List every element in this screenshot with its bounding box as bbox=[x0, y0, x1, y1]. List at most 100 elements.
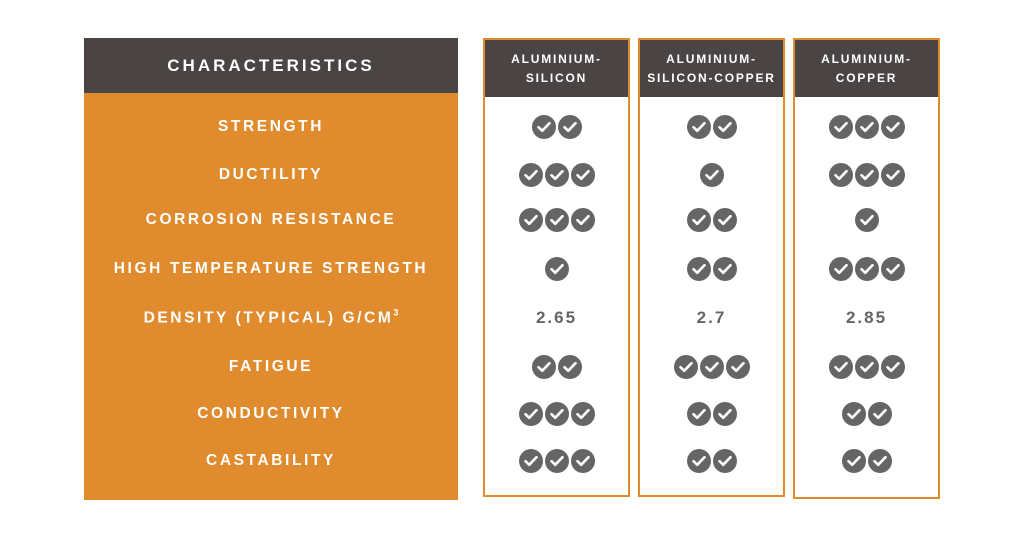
alloy-column: ALUMINIUM- SILICON-COPPER 2.7 bbox=[638, 38, 785, 497]
check-circle-icon bbox=[544, 257, 569, 281]
alloy-column: ALUMINIUM- SILICON 2.65 bbox=[483, 38, 630, 497]
characteristic-text: DUCTILITY bbox=[218, 166, 324, 183]
check-circle-icon bbox=[854, 208, 879, 232]
rating-cell bbox=[795, 160, 938, 190]
check-rating bbox=[518, 208, 595, 232]
check-rating bbox=[531, 355, 582, 379]
rating-cell bbox=[640, 399, 783, 429]
rating-cell bbox=[485, 399, 628, 429]
rating-cell bbox=[640, 254, 783, 284]
characteristic-text: CORROSION RESISTANCE bbox=[145, 211, 397, 228]
characteristics-header: CHARACTERISTICS bbox=[84, 38, 458, 93]
rating-cell bbox=[640, 112, 783, 142]
characteristics-panel: CHARACTERISTICS STRENGTH DUCTILITY CORROSI… bbox=[84, 38, 458, 500]
rating-cell bbox=[485, 205, 628, 235]
characteristic-label: DENSITY (TYPICAL) G/CM3 bbox=[84, 307, 458, 327]
check-circle-icon bbox=[828, 355, 853, 379]
check-circle-icon bbox=[854, 257, 879, 281]
characteristic-label: CONDUCTIVITY bbox=[84, 405, 458, 423]
rating-cell: 2.7 bbox=[640, 303, 783, 333]
check-circle-icon bbox=[854, 115, 879, 139]
check-circle-icon bbox=[880, 115, 905, 139]
characteristic-text: CASTABILITY bbox=[206, 452, 336, 469]
check-rating bbox=[828, 355, 905, 379]
characteristic-label: HIGH TEMPERATURE STRENGTH bbox=[84, 260, 458, 278]
check-rating bbox=[518, 449, 595, 473]
check-circle-icon bbox=[712, 115, 737, 139]
alloy-name-line: ALUMINIUM- bbox=[821, 51, 912, 66]
density-value: 2.85 bbox=[845, 308, 888, 327]
rating-cell bbox=[485, 352, 628, 382]
alloy-name-line: SILICON bbox=[525, 70, 588, 85]
check-rating bbox=[686, 115, 737, 139]
rating-cell bbox=[795, 205, 938, 235]
alloy-name-line: ALUMINIUM- bbox=[666, 51, 757, 66]
characteristic-label: DUCTILITY bbox=[84, 166, 458, 184]
characteristic-label: STRENGTH bbox=[84, 118, 458, 136]
rating-cell bbox=[795, 399, 938, 429]
check-circle-icon bbox=[712, 208, 737, 232]
check-circle-icon bbox=[531, 355, 556, 379]
alloy-column: ALUMINIUM- COPPER 2.85 bbox=[793, 38, 940, 499]
rating-cell bbox=[795, 446, 938, 476]
check-circle-icon bbox=[518, 449, 543, 473]
check-circle-icon bbox=[518, 163, 543, 187]
check-circle-icon bbox=[570, 208, 595, 232]
characteristic-text: DENSITY (TYPICAL) G/CM bbox=[143, 309, 394, 327]
alloy-header: ALUMINIUM- SILICON bbox=[485, 40, 628, 97]
check-circle-icon bbox=[686, 115, 711, 139]
check-circle-icon bbox=[557, 355, 582, 379]
check-circle-icon bbox=[828, 163, 853, 187]
check-circle-icon bbox=[828, 257, 853, 281]
alloy-name-line: SILICON-COPPER bbox=[647, 70, 776, 85]
characteristic-text: STRENGTH bbox=[217, 118, 325, 135]
check-rating bbox=[686, 402, 737, 426]
check-circle-icon bbox=[841, 449, 866, 473]
check-circle-icon bbox=[712, 449, 737, 473]
check-rating bbox=[841, 402, 892, 426]
check-circle-icon bbox=[880, 257, 905, 281]
check-circle-icon bbox=[570, 449, 595, 473]
check-circle-icon bbox=[686, 402, 711, 426]
alloy-header: ALUMINIUM- COPPER bbox=[795, 40, 938, 97]
check-circle-icon bbox=[544, 163, 569, 187]
check-rating bbox=[686, 257, 737, 281]
check-rating bbox=[518, 402, 595, 426]
check-circle-icon bbox=[867, 449, 892, 473]
check-circle-icon bbox=[725, 355, 750, 379]
superscript: 3 bbox=[393, 307, 399, 318]
rating-cell bbox=[795, 254, 938, 284]
check-rating bbox=[531, 115, 582, 139]
characteristic-label: CASTABILITY bbox=[84, 452, 458, 470]
check-circle-icon bbox=[712, 257, 737, 281]
check-rating bbox=[854, 208, 879, 232]
rating-cell: 2.85 bbox=[795, 303, 938, 333]
check-rating bbox=[518, 163, 595, 187]
check-circle-icon bbox=[686, 208, 711, 232]
check-circle-icon bbox=[854, 355, 879, 379]
check-circle-icon bbox=[570, 163, 595, 187]
check-circle-icon bbox=[880, 355, 905, 379]
check-rating bbox=[686, 449, 737, 473]
check-circle-icon bbox=[841, 402, 866, 426]
characteristic-text: HIGH TEMPERATURE STRENGTH bbox=[113, 260, 429, 277]
check-circle-icon bbox=[828, 115, 853, 139]
check-rating bbox=[673, 355, 750, 379]
rating-cell bbox=[485, 254, 628, 284]
check-circle-icon bbox=[518, 402, 543, 426]
check-circle-icon bbox=[867, 402, 892, 426]
density-value: 2.7 bbox=[696, 308, 727, 327]
rating-cell: 2.65 bbox=[485, 303, 628, 333]
check-rating bbox=[544, 257, 569, 281]
alloy-header: ALUMINIUM- SILICON-COPPER bbox=[640, 40, 783, 97]
check-circle-icon bbox=[699, 163, 724, 187]
density-value: 2.65 bbox=[535, 308, 578, 327]
check-circle-icon bbox=[544, 402, 569, 426]
check-rating bbox=[686, 208, 737, 232]
check-rating bbox=[828, 115, 905, 139]
alloy-name-line: ALUMINIUM- bbox=[511, 51, 602, 66]
characteristic-label: CORROSION RESISTANCE bbox=[84, 211, 458, 229]
check-circle-icon bbox=[880, 163, 905, 187]
characteristic-text: FATIGUE bbox=[228, 358, 314, 375]
characteristic-label: FATIGUE bbox=[84, 358, 458, 376]
